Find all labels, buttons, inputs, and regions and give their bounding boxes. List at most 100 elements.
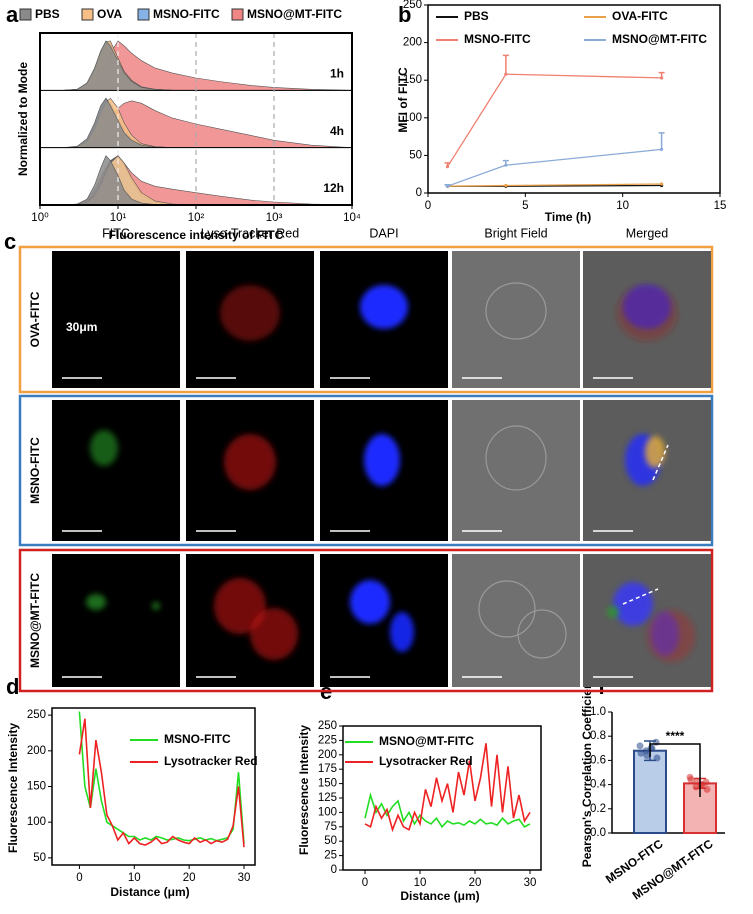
y-axis-label: Pearson's Correlation Coefficient xyxy=(580,678,594,868)
plot-frame xyxy=(427,4,721,194)
cell-signal xyxy=(647,610,695,662)
x-tick-label: 15 xyxy=(714,200,727,212)
cell-signal xyxy=(645,436,665,468)
cell-outline xyxy=(517,609,567,659)
x-tick-label: 30 xyxy=(238,872,251,884)
legend-label: PBS xyxy=(35,7,60,21)
x-tick-label: 5 xyxy=(522,200,528,212)
y-tick-label: 150 xyxy=(318,778,337,790)
y-tick-label: 25 xyxy=(324,850,337,862)
y-tick-label: 100 xyxy=(403,112,422,124)
cell-signal xyxy=(90,430,118,466)
x-tick-label: 10⁴ xyxy=(343,212,361,224)
legend-label: MSNO@MT-FITC xyxy=(379,734,474,748)
cell-signal xyxy=(613,582,653,626)
data-point xyxy=(703,785,711,793)
column-header: FITC xyxy=(102,226,130,240)
cell-outline xyxy=(485,282,547,340)
data-point xyxy=(637,749,645,757)
y-tick-label: 0.4 xyxy=(590,779,607,791)
x-axis-label: Fluorescence intensity of FITC xyxy=(109,228,284,242)
micrograph xyxy=(452,251,580,388)
data-point xyxy=(692,783,700,791)
row-frame xyxy=(18,245,714,394)
image-background xyxy=(320,554,448,687)
x-tick-label: 10⁰ xyxy=(31,212,49,224)
x-tick-label: 10² xyxy=(188,212,205,224)
cell-signal xyxy=(390,612,414,652)
cell-signal xyxy=(214,578,266,634)
legend-label: PBS xyxy=(464,9,489,23)
y-tick-label: 100 xyxy=(27,816,46,828)
row-label: MSNO-FITC xyxy=(28,437,42,504)
column-header: Merged xyxy=(626,226,668,240)
image-background xyxy=(452,400,580,541)
legend-label: MSNO@MT-FITC xyxy=(612,32,707,46)
x-tick-label: 0 xyxy=(425,200,431,212)
series-line xyxy=(447,148,662,187)
data-point xyxy=(660,182,664,186)
y-tick-label: 125 xyxy=(318,792,337,804)
y-tick-label: 0 xyxy=(331,864,337,876)
bar xyxy=(633,749,667,834)
cell-signal xyxy=(152,602,160,610)
micrograph xyxy=(452,400,580,541)
y-tick-label: 200 xyxy=(403,37,422,49)
micrograph xyxy=(186,251,314,388)
y-tick-label: 100 xyxy=(318,806,337,818)
y-tick-label: 175 xyxy=(318,763,337,775)
significance-bracket xyxy=(649,743,701,797)
cell-outline xyxy=(485,425,547,491)
image-background xyxy=(52,251,180,388)
y-tick-label: 50 xyxy=(33,852,46,864)
y-tick-label: 50 xyxy=(324,835,337,847)
y-tick-label: 0.8 xyxy=(590,730,606,742)
cell-signal xyxy=(617,285,677,341)
x-tick-label: 10 xyxy=(414,877,427,889)
y-tick-label: 75 xyxy=(324,821,337,833)
cell-signal xyxy=(86,594,106,610)
y-tick-label: 0 xyxy=(416,187,422,199)
column-header: Bright Field xyxy=(484,226,547,240)
panel-label: b xyxy=(398,2,411,27)
y-tick-label: 200 xyxy=(27,745,46,757)
data-point xyxy=(653,754,661,762)
cell-signal xyxy=(360,285,408,329)
micrograph xyxy=(186,554,314,687)
column-header: DAPI xyxy=(369,226,398,240)
image-background xyxy=(452,554,580,687)
row-frame xyxy=(18,548,714,693)
row-frame xyxy=(18,394,714,547)
data-point xyxy=(504,183,508,188)
legend-label: Lysotracker Red xyxy=(379,754,473,768)
cell-signal xyxy=(250,608,298,660)
legend-swatch xyxy=(231,8,244,21)
data-point xyxy=(687,776,695,784)
y-tick-label: 1.0 xyxy=(590,706,606,718)
error-bar xyxy=(444,162,451,167)
x-tick-label: 20 xyxy=(469,877,482,889)
panel-label: c xyxy=(4,229,16,254)
micrograph xyxy=(583,554,711,687)
y-tick-label: 0.6 xyxy=(590,754,606,766)
row-label: 1h xyxy=(330,67,344,81)
image-background xyxy=(452,251,580,388)
cell-signal xyxy=(224,434,276,490)
image-background xyxy=(583,554,711,687)
error-bar xyxy=(502,159,509,166)
y-axis-label: MFI of FITC xyxy=(396,67,410,133)
legend-label: MSNO-FITC xyxy=(464,32,531,46)
micrograph xyxy=(186,400,314,541)
x-tick-label: 0 xyxy=(76,872,82,884)
cell-signal xyxy=(364,434,400,486)
micrograph xyxy=(583,400,711,541)
image-background xyxy=(52,554,180,687)
x-tick-label: 0 xyxy=(362,877,368,889)
micrograph xyxy=(52,554,180,687)
legend-swatch xyxy=(19,8,32,21)
x-tick-label: 30 xyxy=(524,877,537,889)
legend-swatch xyxy=(137,8,150,21)
row-label: 12h xyxy=(323,181,344,195)
legend-label: MSNO@MT-FITC xyxy=(247,7,342,21)
